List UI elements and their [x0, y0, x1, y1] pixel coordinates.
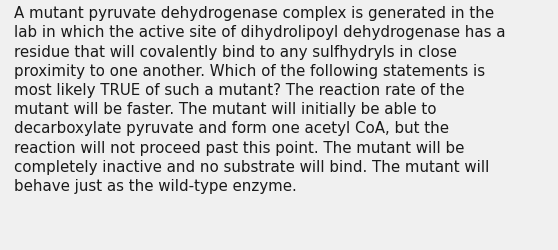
- Text: A mutant pyruvate dehydrogenase complex is generated in the
lab in which the act: A mutant pyruvate dehydrogenase complex …: [14, 6, 506, 193]
